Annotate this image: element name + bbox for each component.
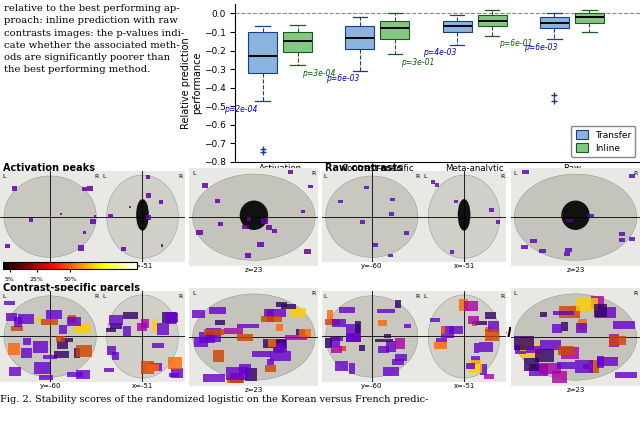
Text: Raw contrasts: Raw contrasts: [324, 163, 403, 173]
PathPatch shape: [283, 32, 312, 53]
Text: z=23: z=23: [566, 387, 585, 393]
Legend: Transfer, Inline: Transfer, Inline: [572, 126, 636, 157]
Text: p=3e-01: p=3e-01: [401, 58, 435, 67]
Y-axis label: Relative prediction
performance: Relative prediction performance: [180, 37, 202, 129]
Text: relative to the best performing ap-
proach: inline prediction with raw
contrasts: relative to the best performing ap- proa…: [4, 4, 185, 74]
PathPatch shape: [575, 14, 604, 23]
Text: p=2e-04: p=2e-04: [225, 105, 258, 114]
Text: y=-60: y=-60: [361, 263, 383, 269]
Text: Activation peaks: Activation peaks: [3, 163, 95, 173]
Text: x=-51: x=-51: [453, 263, 475, 269]
Text: p=6e-03: p=6e-03: [326, 74, 359, 83]
Text: p=6e-01: p=6e-01: [499, 39, 532, 48]
Text: x=-51: x=-51: [132, 263, 153, 269]
Text: y=-60: y=-60: [40, 263, 61, 269]
Text: p=3e-04: p=3e-04: [302, 69, 335, 78]
Text: p=6e-03: p=6e-03: [524, 43, 557, 52]
Text: p=4e-03: p=4e-03: [423, 48, 456, 57]
Text: Contrast-specific parcels: Contrast-specific parcels: [3, 282, 140, 293]
Text: x=-51: x=-51: [453, 383, 475, 389]
Text: Fig. 2. Stability scores of the randomized logistic on the Korean versus French : Fig. 2. Stability scores of the randomiz…: [0, 396, 428, 404]
Text: z=23: z=23: [566, 267, 585, 273]
PathPatch shape: [442, 21, 472, 32]
PathPatch shape: [540, 17, 569, 28]
Text: x=-51: x=-51: [132, 383, 153, 389]
PathPatch shape: [380, 21, 410, 39]
Text: z=23: z=23: [244, 267, 263, 273]
Text: y=-60: y=-60: [361, 383, 383, 389]
PathPatch shape: [477, 15, 507, 26]
Text: z=23: z=23: [244, 387, 263, 393]
Text: Meta-analytic parcels: Meta-analytic parcels: [367, 327, 518, 340]
PathPatch shape: [345, 26, 374, 49]
Text: y=-60: y=-60: [40, 383, 61, 389]
PathPatch shape: [248, 32, 277, 73]
